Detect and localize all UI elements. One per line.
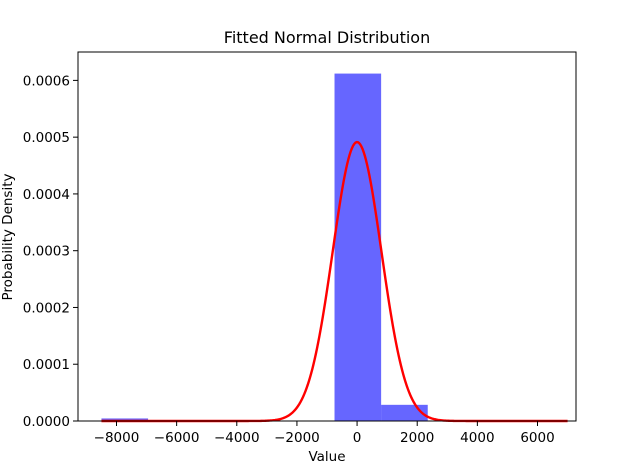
histogram-bar-5: [334, 73, 382, 421]
x-tick-label: −4000: [214, 430, 260, 446]
histogram-bar-6: [381, 404, 428, 421]
x-tick-label: −2000: [274, 430, 320, 446]
x-axis-ticks: −8000 −6000 −4000 −2000 0 2000 4000 6000: [94, 421, 555, 446]
y-axis-label: Probability Density: [0, 174, 16, 301]
y-tick-label: 0.0000: [23, 414, 70, 430]
x-tick-label: −8000: [94, 430, 140, 446]
y-tick-label: 0.0004: [23, 187, 70, 203]
y-tick-label: 0.0006: [23, 73, 70, 89]
x-tick-label: 2000: [400, 430, 434, 446]
x-tick-label: 4000: [460, 430, 494, 446]
y-tick-label: 0.0001: [23, 357, 70, 373]
y-axis-ticks: 0.0000 0.0001 0.0002 0.0003 0.0004 0.0005 0.00…: [23, 73, 78, 430]
x-axis-label: Value: [308, 449, 345, 465]
histogram-bars: [101, 73, 428, 421]
plot-frame: [77, 51, 577, 422]
chart-title: Fitted Normal Distribution: [224, 28, 430, 47]
y-tick-label: 0.0003: [23, 244, 70, 260]
y-tick-label: 0.0002: [23, 300, 70, 316]
x-tick-label: −6000: [154, 430, 200, 446]
x-tick-label: 0: [353, 430, 362, 446]
y-tick-label: 0.0005: [23, 130, 70, 146]
histogram-bar-0: [101, 418, 149, 421]
x-tick-label: 6000: [520, 430, 554, 446]
